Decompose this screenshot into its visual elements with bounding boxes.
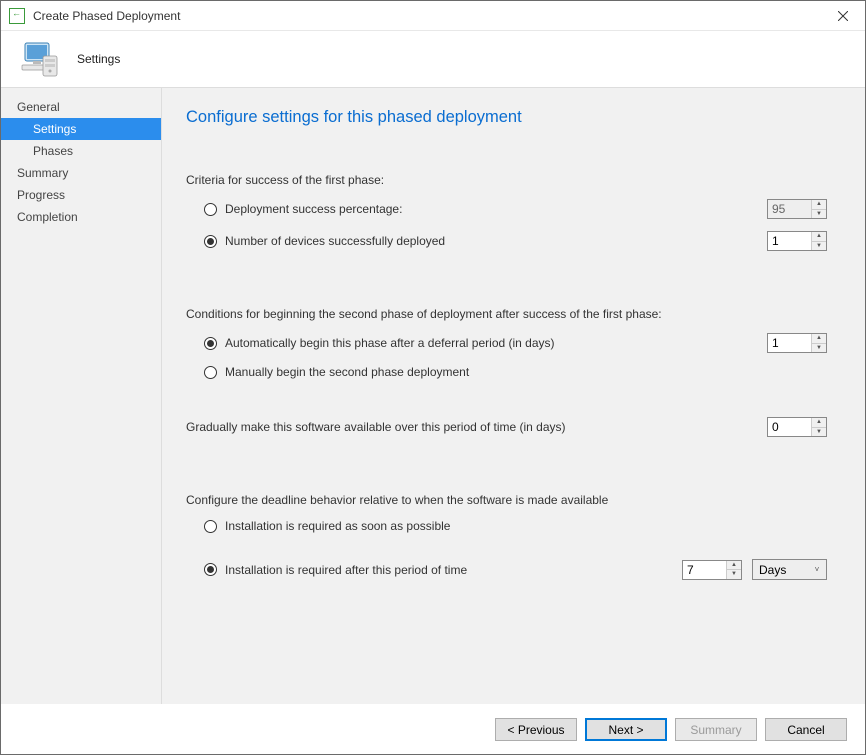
criteria-option-devices-row: Number of devices successfully deployed … xyxy=(186,231,827,251)
close-icon xyxy=(838,11,848,21)
content-panel: Configure settings for this phased deplo… xyxy=(162,88,865,704)
radio-auto-begin-label: Automatically begin this phase after a d… xyxy=(225,336,555,350)
sidebar-nav: GeneralSettingsPhasesSummaryProgressComp… xyxy=(1,88,162,704)
radio-device-count[interactable] xyxy=(204,235,217,248)
spinner-buttons[interactable]: ▲▼ xyxy=(726,561,741,579)
sidebar-item-phases[interactable]: Phases xyxy=(1,140,161,162)
deferral-days-value: 1 xyxy=(768,336,811,350)
conditions-manual-row: Manually begin the second phase deployme… xyxy=(186,365,827,379)
spinner-down-icon[interactable]: ▼ xyxy=(812,242,826,251)
sidebar-item-completion[interactable]: Completion xyxy=(1,206,161,228)
chevron-down-icon: ˅ xyxy=(808,565,826,574)
criteria-option-percentage-row: Deployment success percentage: 95 ▲▼ xyxy=(186,199,827,219)
computer-icon xyxy=(19,39,59,79)
deadline-period-row: Installation is required after this peri… xyxy=(186,559,827,580)
radio-device-count-label: Number of devices successfully deployed xyxy=(225,234,445,248)
deadline-unit-combo[interactable]: Days ˅ xyxy=(752,559,827,580)
window-title: Create Phased Deployment xyxy=(33,9,180,23)
radio-manual-begin-label: Manually begin the second phase deployme… xyxy=(225,365,469,379)
wizard-header: Settings xyxy=(1,31,865,87)
spinner-buttons[interactable]: ▲▼ xyxy=(811,232,826,250)
success-percentage-spinner: 95 ▲▼ xyxy=(767,199,827,219)
spinner-down-icon: ▼ xyxy=(812,210,826,219)
radio-install-after-period-label: Installation is required after this peri… xyxy=(225,563,467,577)
sidebar-item-progress[interactable]: Progress xyxy=(1,184,161,206)
radio-auto-begin[interactable] xyxy=(204,337,217,350)
spinner-up-icon: ▲ xyxy=(812,200,826,210)
cancel-button[interactable]: Cancel xyxy=(765,718,847,741)
radio-install-asap-label: Installation is required as soon as poss… xyxy=(225,519,450,533)
device-count-spinner[interactable]: 1 ▲▼ xyxy=(767,231,827,251)
wizard-body: GeneralSettingsPhasesSummaryProgressComp… xyxy=(1,87,865,704)
gradual-days-spinner[interactable]: 0 ▲▼ xyxy=(767,417,827,437)
deadline-unit-value: Days xyxy=(753,563,808,577)
conditions-section-label: Conditions for beginning the second phas… xyxy=(186,307,827,321)
deadline-section-label: Configure the deadline behavior relative… xyxy=(186,493,827,507)
sidebar-item-general[interactable]: General xyxy=(1,96,161,118)
spinner-buttons[interactable]: ▲▼ xyxy=(811,334,826,352)
spinner-down-icon[interactable]: ▼ xyxy=(812,344,826,353)
close-button[interactable] xyxy=(820,1,865,30)
spinner-up-icon[interactable]: ▲ xyxy=(812,418,826,428)
deferral-days-spinner[interactable]: 1 ▲▼ xyxy=(767,333,827,353)
spinner-up-icon[interactable]: ▲ xyxy=(727,561,741,571)
gradual-row: Gradually make this software available o… xyxy=(186,417,827,437)
success-percentage-value: 95 xyxy=(768,202,811,216)
summary-button: Summary xyxy=(675,718,757,741)
criteria-section-label: Criteria for success of the first phase: xyxy=(186,173,827,187)
deadline-value-spinner[interactable]: 7 ▲▼ xyxy=(682,560,742,580)
radio-success-percentage-label: Deployment success percentage: xyxy=(225,202,402,216)
device-count-value: 1 xyxy=(768,234,811,248)
previous-button[interactable]: < Previous xyxy=(495,718,577,741)
spinner-up-icon[interactable]: ▲ xyxy=(812,232,826,242)
spinner-buttons[interactable]: ▲▼ xyxy=(811,418,826,436)
wizard-footer: < Previous Next > Summary Cancel xyxy=(1,704,865,754)
gradual-days-value: 0 xyxy=(768,420,811,434)
radio-success-percentage[interactable] xyxy=(204,203,217,216)
page-title: Settings xyxy=(77,52,120,66)
conditions-auto-row: Automatically begin this phase after a d… xyxy=(186,333,827,353)
spinner-up-icon[interactable]: ▲ xyxy=(812,334,826,344)
sidebar-item-settings[interactable]: Settings xyxy=(1,118,161,140)
deadline-asap-row: Installation is required as soon as poss… xyxy=(186,519,827,533)
radio-install-after-period[interactable] xyxy=(204,563,217,576)
deadline-value: 7 xyxy=(683,563,726,577)
app-icon xyxy=(9,8,25,24)
radio-install-asap[interactable] xyxy=(204,520,217,533)
next-button[interactable]: Next > xyxy=(585,718,667,741)
spinner-down-icon[interactable]: ▼ xyxy=(812,428,826,437)
titlebar: Create Phased Deployment xyxy=(1,1,865,31)
dialog-window: Create Phased Deployment Settings Genera… xyxy=(0,0,866,755)
spinner-buttons: ▲▼ xyxy=(811,200,826,218)
spinner-down-icon[interactable]: ▼ xyxy=(727,570,741,579)
content-heading: Configure settings for this phased deplo… xyxy=(186,108,827,127)
gradual-label: Gradually make this software available o… xyxy=(186,420,566,434)
radio-manual-begin[interactable] xyxy=(204,366,217,379)
sidebar-item-summary[interactable]: Summary xyxy=(1,162,161,184)
